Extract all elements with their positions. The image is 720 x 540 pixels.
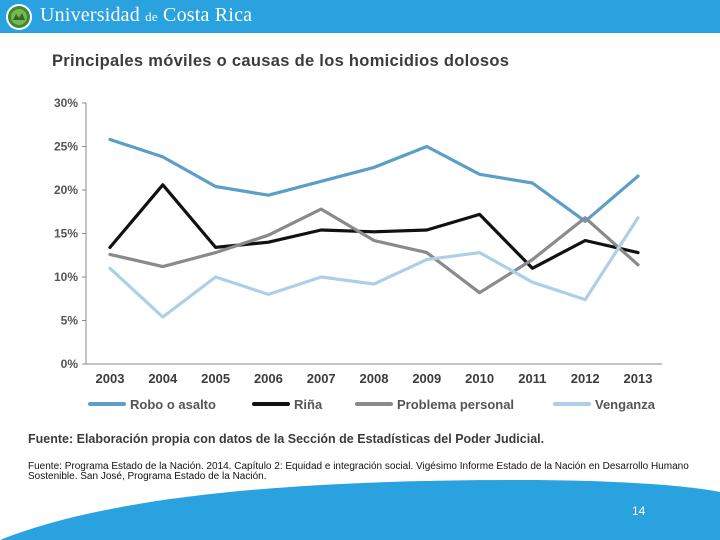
legend-label: Problema personal xyxy=(397,397,514,412)
legend: Robo o asalto Riña Problema personal Vengan… xyxy=(88,397,656,412)
x-tick-label: 2010 xyxy=(465,371,494,386)
series-line xyxy=(108,216,640,319)
x-tick-label: 2003 xyxy=(96,371,125,386)
x-tick-label: 2007 xyxy=(307,371,336,386)
x-tick-label: 2011 xyxy=(518,371,546,386)
y-tick-label: 25% xyxy=(54,140,78,154)
x-tick-label: 2009 xyxy=(412,371,441,386)
header-bar: Universidad de Costa Rica xyxy=(0,0,720,33)
x-tick-label: 2012 xyxy=(571,371,600,386)
y-tick-label: 0% xyxy=(61,357,79,371)
line-chart: 0% 5% 10% 15% 20% 25% 30% 2003 2004 2005 2006 2007… xyxy=(54,96,662,412)
series-line xyxy=(108,183,640,270)
y-tick-label: 20% xyxy=(54,183,78,197)
chart-source-note: Fuente: Elaboración propia con datos de … xyxy=(28,432,545,446)
chart-axes xyxy=(85,103,662,365)
chart-title: Principales móviles o causas de los homi… xyxy=(52,52,510,70)
series-line xyxy=(108,207,640,295)
x-tick-label: 2013 xyxy=(624,371,653,386)
legend-label: Venganza xyxy=(595,397,656,412)
page-number: 14 xyxy=(632,504,646,518)
footer-wave xyxy=(0,480,720,540)
x-tick-label: 2005 xyxy=(201,371,230,386)
x-tick-labels: 2003 2004 2005 2006 2007 2008 2009 2010 2011 2012… xyxy=(96,371,653,386)
y-tick-label: 15% xyxy=(54,227,78,241)
legend-label: Riña xyxy=(294,397,323,412)
y-tick-label: 30% xyxy=(54,96,78,110)
x-tick-label: 2006 xyxy=(254,371,283,386)
slide-source-note: Fuente: Programa Estado de la Nación. 20… xyxy=(28,461,689,482)
y-tick-labels: 0% 5% 10% 15% 20% 25% 30% xyxy=(54,96,86,371)
series-line xyxy=(108,137,640,223)
y-tick-label: 5% xyxy=(61,314,79,328)
university-name: Universidad de Costa Rica xyxy=(40,4,253,26)
y-tick-label: 10% xyxy=(54,270,78,284)
x-tick-label: 2004 xyxy=(148,371,178,386)
x-tick-label: 2008 xyxy=(360,371,389,386)
legend-label: Robo o asalto xyxy=(130,397,216,412)
university-seal-icon xyxy=(6,4,32,30)
series-lines xyxy=(108,137,640,319)
